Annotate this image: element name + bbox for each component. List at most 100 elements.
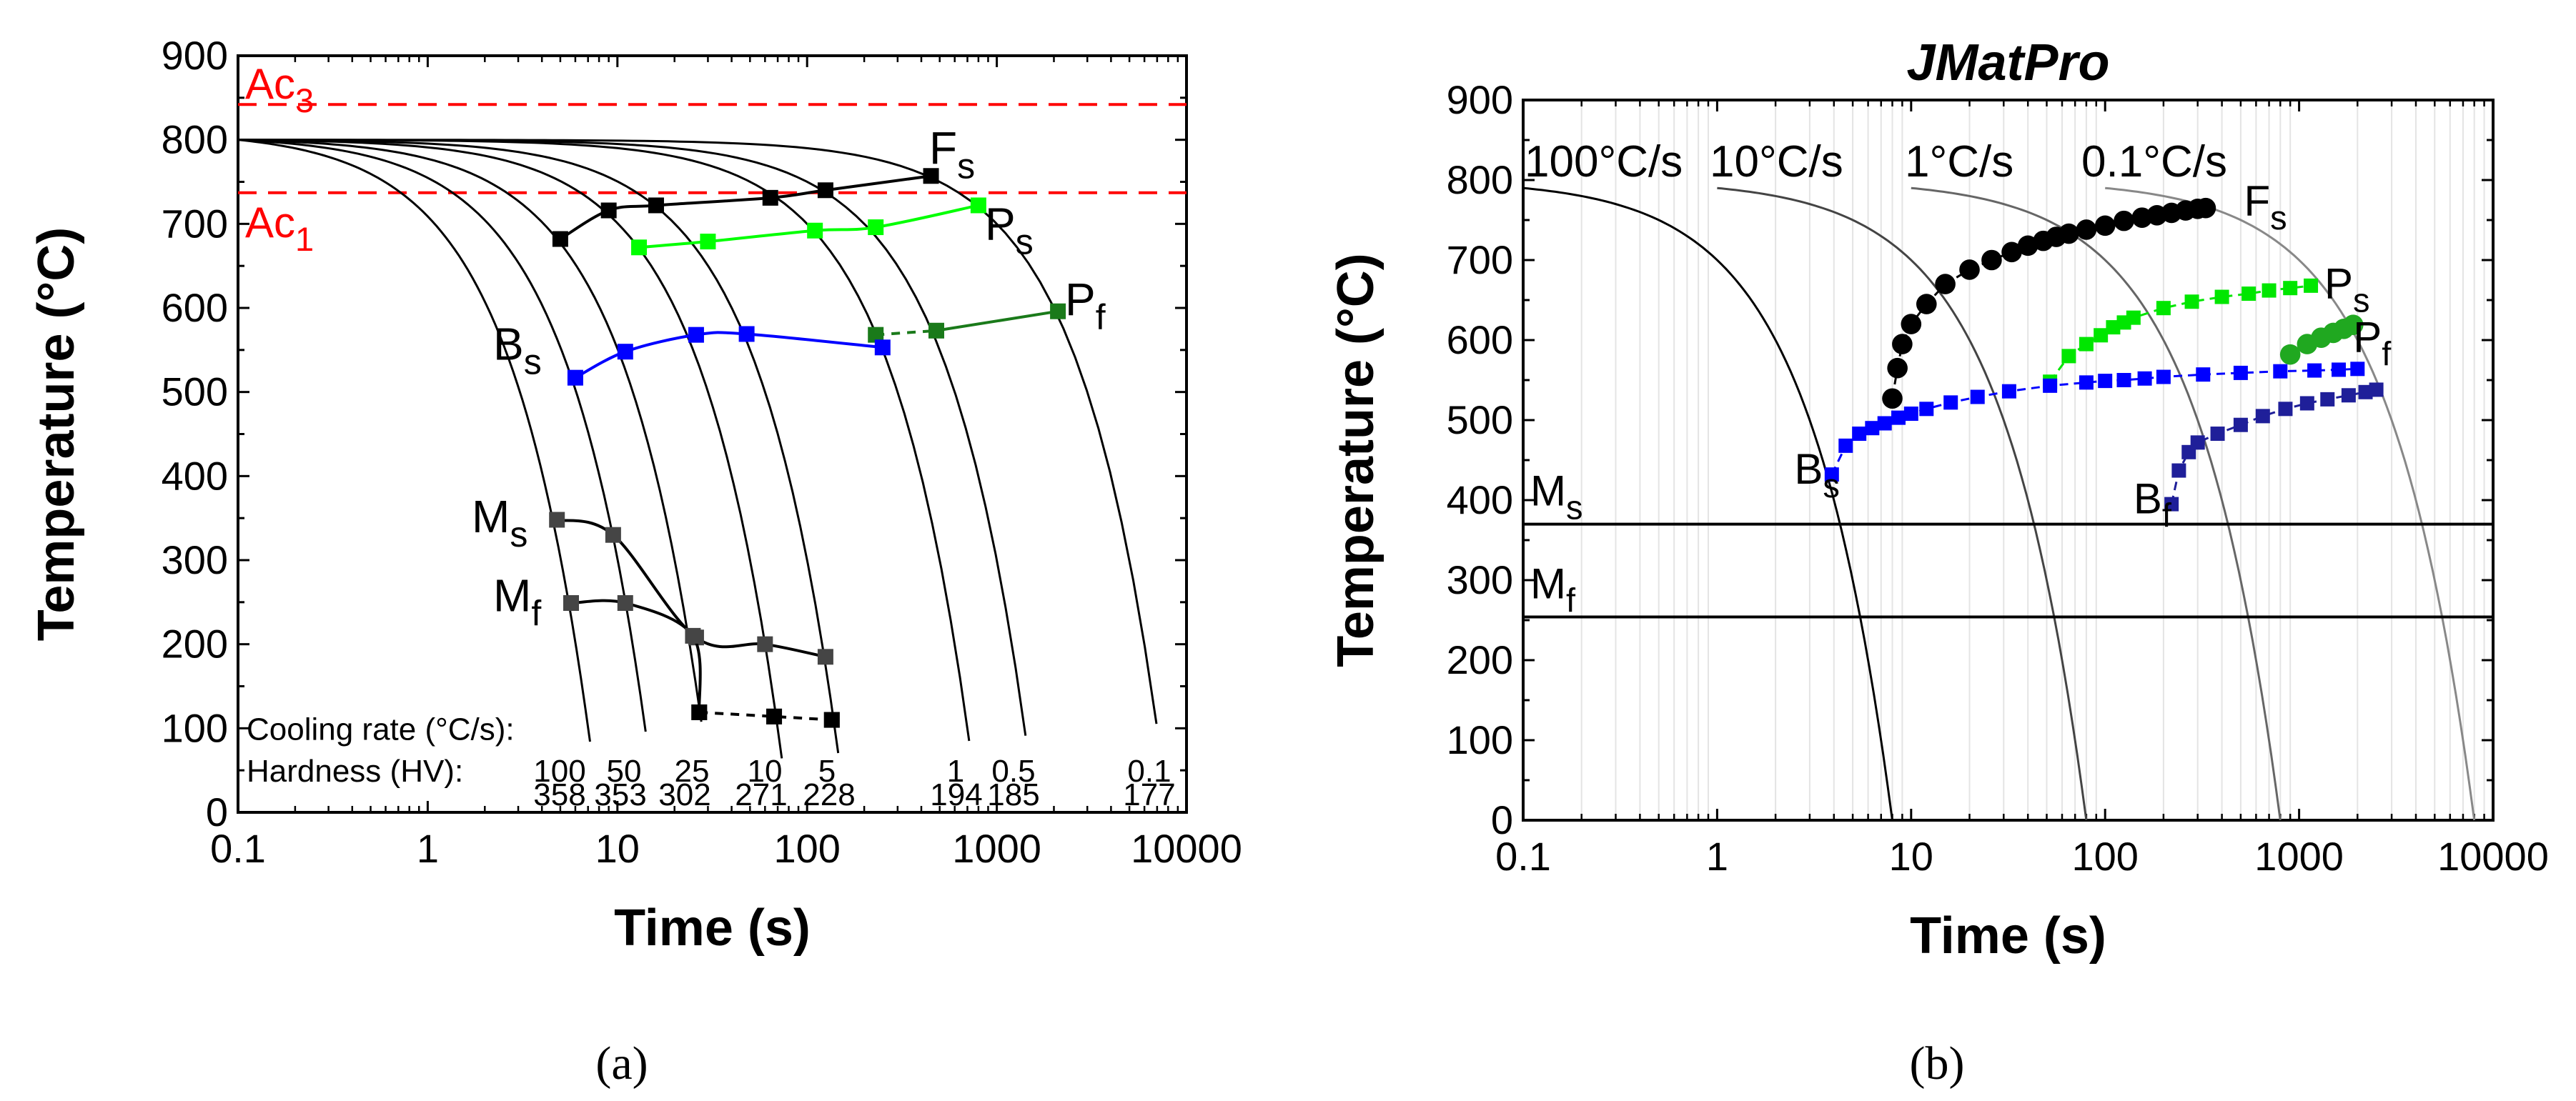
- data-point-ps: [700, 234, 716, 250]
- y-tick-label: 400: [1447, 477, 1513, 522]
- data-point-b-bs: [1943, 395, 1958, 410]
- cooling-rate-label-b: 1°C/s: [1905, 137, 2013, 186]
- y-tick-label: 800: [162, 117, 228, 162]
- data-point-b-ps: [2094, 328, 2109, 343]
- y-tick-label: 500: [1447, 397, 1513, 442]
- series-label-ms: Ms: [472, 491, 527, 554]
- data-point-b-ps: [2061, 349, 2076, 364]
- ref-label-ac1: Ac1: [245, 199, 314, 258]
- data-point-b-fs: [1981, 249, 2002, 271]
- data-point-b-bs: [1877, 416, 1892, 431]
- data-point-b-fs: [2059, 223, 2079, 244]
- data-point-bs: [874, 339, 891, 356]
- data-point-pf: [928, 322, 945, 339]
- series-line-pf-dashed: [876, 329, 937, 337]
- x-tick-label: 0.1: [1495, 834, 1551, 879]
- data-point-mf: [766, 708, 783, 724]
- data-point-b-bs: [2116, 373, 2131, 387]
- x-tick-label: 10: [1889, 834, 1933, 879]
- data-point-b-bs: [1865, 421, 1880, 436]
- data-point-b-ps: [2184, 294, 2199, 309]
- data-point-bs: [738, 326, 755, 342]
- y-axis-label: Temperature (°C): [28, 227, 85, 642]
- y-tick-label: 100: [1447, 717, 1513, 762]
- data-point-mf: [685, 627, 701, 644]
- series-label-bs: Bs: [493, 319, 542, 382]
- series-label-b-bf: Bf: [2134, 475, 2172, 534]
- data-point-b-bf: [2278, 402, 2293, 417]
- cooling-rate-label-b: 0.1°C/s: [2081, 137, 2227, 186]
- data-point-ms: [549, 512, 565, 528]
- x-tick-label: 10000: [1131, 826, 1242, 871]
- cooling-rate-value: 0.1: [1127, 754, 1171, 789]
- data-point-ps: [868, 219, 884, 236]
- series-line-mf: [570, 599, 702, 713]
- cooling-curve-5: [238, 139, 840, 754]
- hline-label-ms: Ms: [1530, 467, 1582, 527]
- data-point-b-bf: [2233, 417, 2248, 432]
- y-tick-label: 200: [162, 622, 228, 667]
- data-point-b-bs: [1824, 467, 1839, 482]
- series-label-b-ps: Ps: [2324, 259, 2370, 319]
- data-point-mf: [563, 595, 580, 612]
- x-tick-label: 10000: [2437, 834, 2549, 879]
- x-tick-label: 1000: [2254, 834, 2344, 879]
- hardness-value: 271: [735, 777, 787, 812]
- data-point-b-fs: [1916, 294, 1937, 314]
- data-point-fs: [648, 197, 664, 214]
- cooling-curve-b: [2105, 186, 2476, 821]
- y-tick-label: 900: [1447, 77, 1513, 122]
- y-tick-label: 300: [162, 537, 228, 582]
- series-line-mf-dashed: [699, 710, 832, 722]
- data-point-ps: [631, 239, 648, 256]
- data-point-b-bf: [2210, 427, 2225, 442]
- chart-b: 0 100 200 300 400 500 600 700 800 900 0.1 1 10 100 100…: [1327, 34, 2549, 965]
- data-point-b-bs: [2079, 375, 2094, 390]
- data-point-mf: [617, 595, 633, 612]
- data-point-bs: [688, 327, 704, 343]
- subfigure-label-b: (b): [1910, 1037, 1965, 1090]
- data-point-b-ps: [2214, 289, 2229, 304]
- series-label-b-fs: Fs: [2244, 177, 2287, 236]
- data-point-b-fs: [1935, 274, 1956, 294]
- series-label-pf: Pf: [1065, 274, 1106, 337]
- subfigure-label-a: (a): [595, 1037, 648, 1090]
- data-point-b-bf: [2299, 396, 2314, 411]
- data-point-b-ps: [2304, 278, 2319, 293]
- data-point-b-bs: [1852, 427, 1867, 442]
- data-point-b-bf: [2171, 463, 2186, 478]
- cooling-curve-b: [1717, 186, 2088, 821]
- cooling-curve-b: [1522, 186, 1893, 821]
- data-point-b-fs: [1959, 259, 1980, 280]
- y-tick-label: 0: [1491, 797, 1513, 842]
- cooling-rate-value: 10: [748, 754, 783, 789]
- data-point-ps: [807, 222, 823, 239]
- data-point-b-bs: [2001, 384, 2016, 399]
- series-label-mf: Mf: [493, 569, 541, 633]
- x-tick-label: 100: [773, 826, 840, 871]
- cooling-curve-0.1: [238, 139, 1158, 724]
- data-point-ms: [757, 636, 773, 652]
- data-point-b-pf: [2342, 314, 2364, 336]
- hardness-value: 194: [930, 777, 982, 812]
- y-tick-label: 200: [1447, 637, 1513, 682]
- plot-frame: [237, 54, 1188, 814]
- y-tick-label: 400: [162, 453, 228, 498]
- cooling-curve-50: [237, 139, 647, 732]
- cooling-rate-value: 50: [607, 754, 642, 789]
- data-point-b-bs: [2098, 374, 2113, 389]
- x-axis-label: Time (s): [614, 900, 811, 957]
- data-point-b-bs: [2196, 367, 2211, 382]
- data-point-b-ps: [2156, 301, 2171, 316]
- data-point-b-fs: [2195, 197, 2216, 219]
- series-line-b-bs: [1831, 367, 2358, 475]
- data-point-b-fs: [1887, 357, 1908, 379]
- cooling-curve-b: [1911, 186, 2282, 821]
- data-point-bs: [567, 369, 583, 386]
- data-point-fs: [762, 189, 778, 206]
- data-point-b-bs: [2043, 378, 2058, 393]
- data-point-b-bf: [2164, 497, 2179, 512]
- data-point-b-bs: [2331, 362, 2346, 377]
